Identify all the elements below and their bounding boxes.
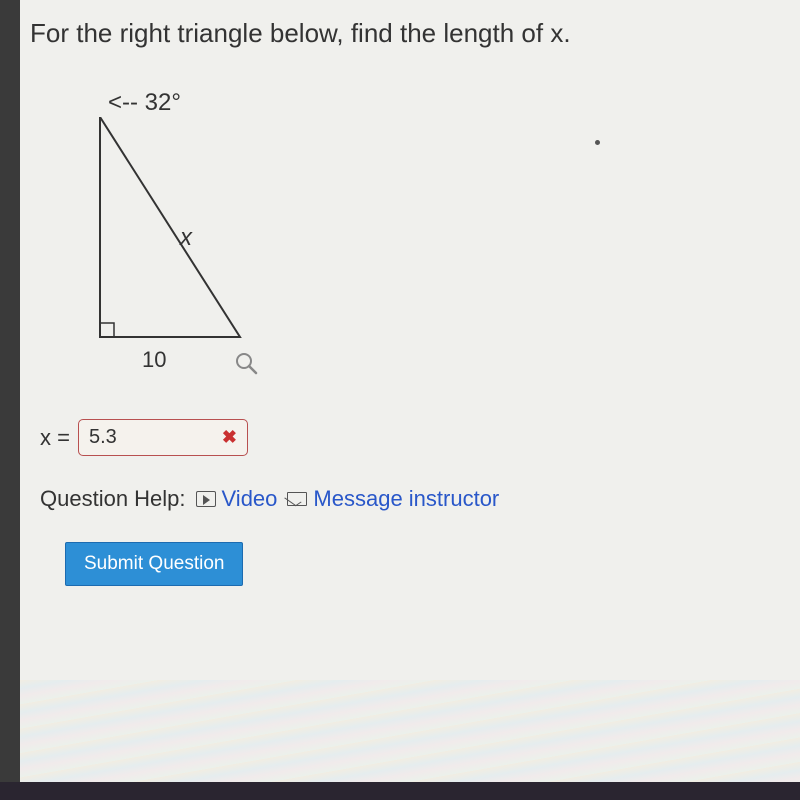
base-label: 10 [142, 347, 166, 373]
dust-spot [595, 140, 600, 145]
angle-label: <-- 32° [108, 89, 181, 117]
question-content: For the right triangle below, find the l… [20, 0, 800, 601]
video-link-text: Video [222, 486, 278, 512]
left-dark-edge [0, 0, 20, 800]
help-row: Question Help: Video Message instructor [40, 486, 785, 512]
answer-value: 5.3 [89, 426, 222, 449]
mail-icon [287, 492, 307, 506]
answer-prefix: x = [40, 425, 70, 451]
triangle-svg [80, 117, 260, 357]
message-link-text: Message instructor [313, 486, 499, 512]
question-prompt: For the right triangle below, find the l… [30, 18, 785, 49]
magnify-icon[interactable] [234, 351, 260, 377]
video-icon [196, 491, 216, 507]
hypotenuse-label: x [180, 224, 192, 252]
incorrect-icon: ✖ [222, 427, 237, 448]
triangle-figure: <-- 32° x 10 [60, 89, 320, 389]
submit-question-button[interactable]: Submit Question [65, 542, 243, 586]
answer-row: x = 5.3 ✖ [40, 419, 785, 456]
message-instructor-link[interactable]: Message instructor [287, 486, 499, 512]
bottom-dark-strip [0, 782, 800, 800]
help-label: Question Help: [40, 486, 186, 512]
video-help-link[interactable]: Video [196, 486, 278, 512]
answer-input-box[interactable]: 5.3 ✖ [78, 419, 248, 456]
